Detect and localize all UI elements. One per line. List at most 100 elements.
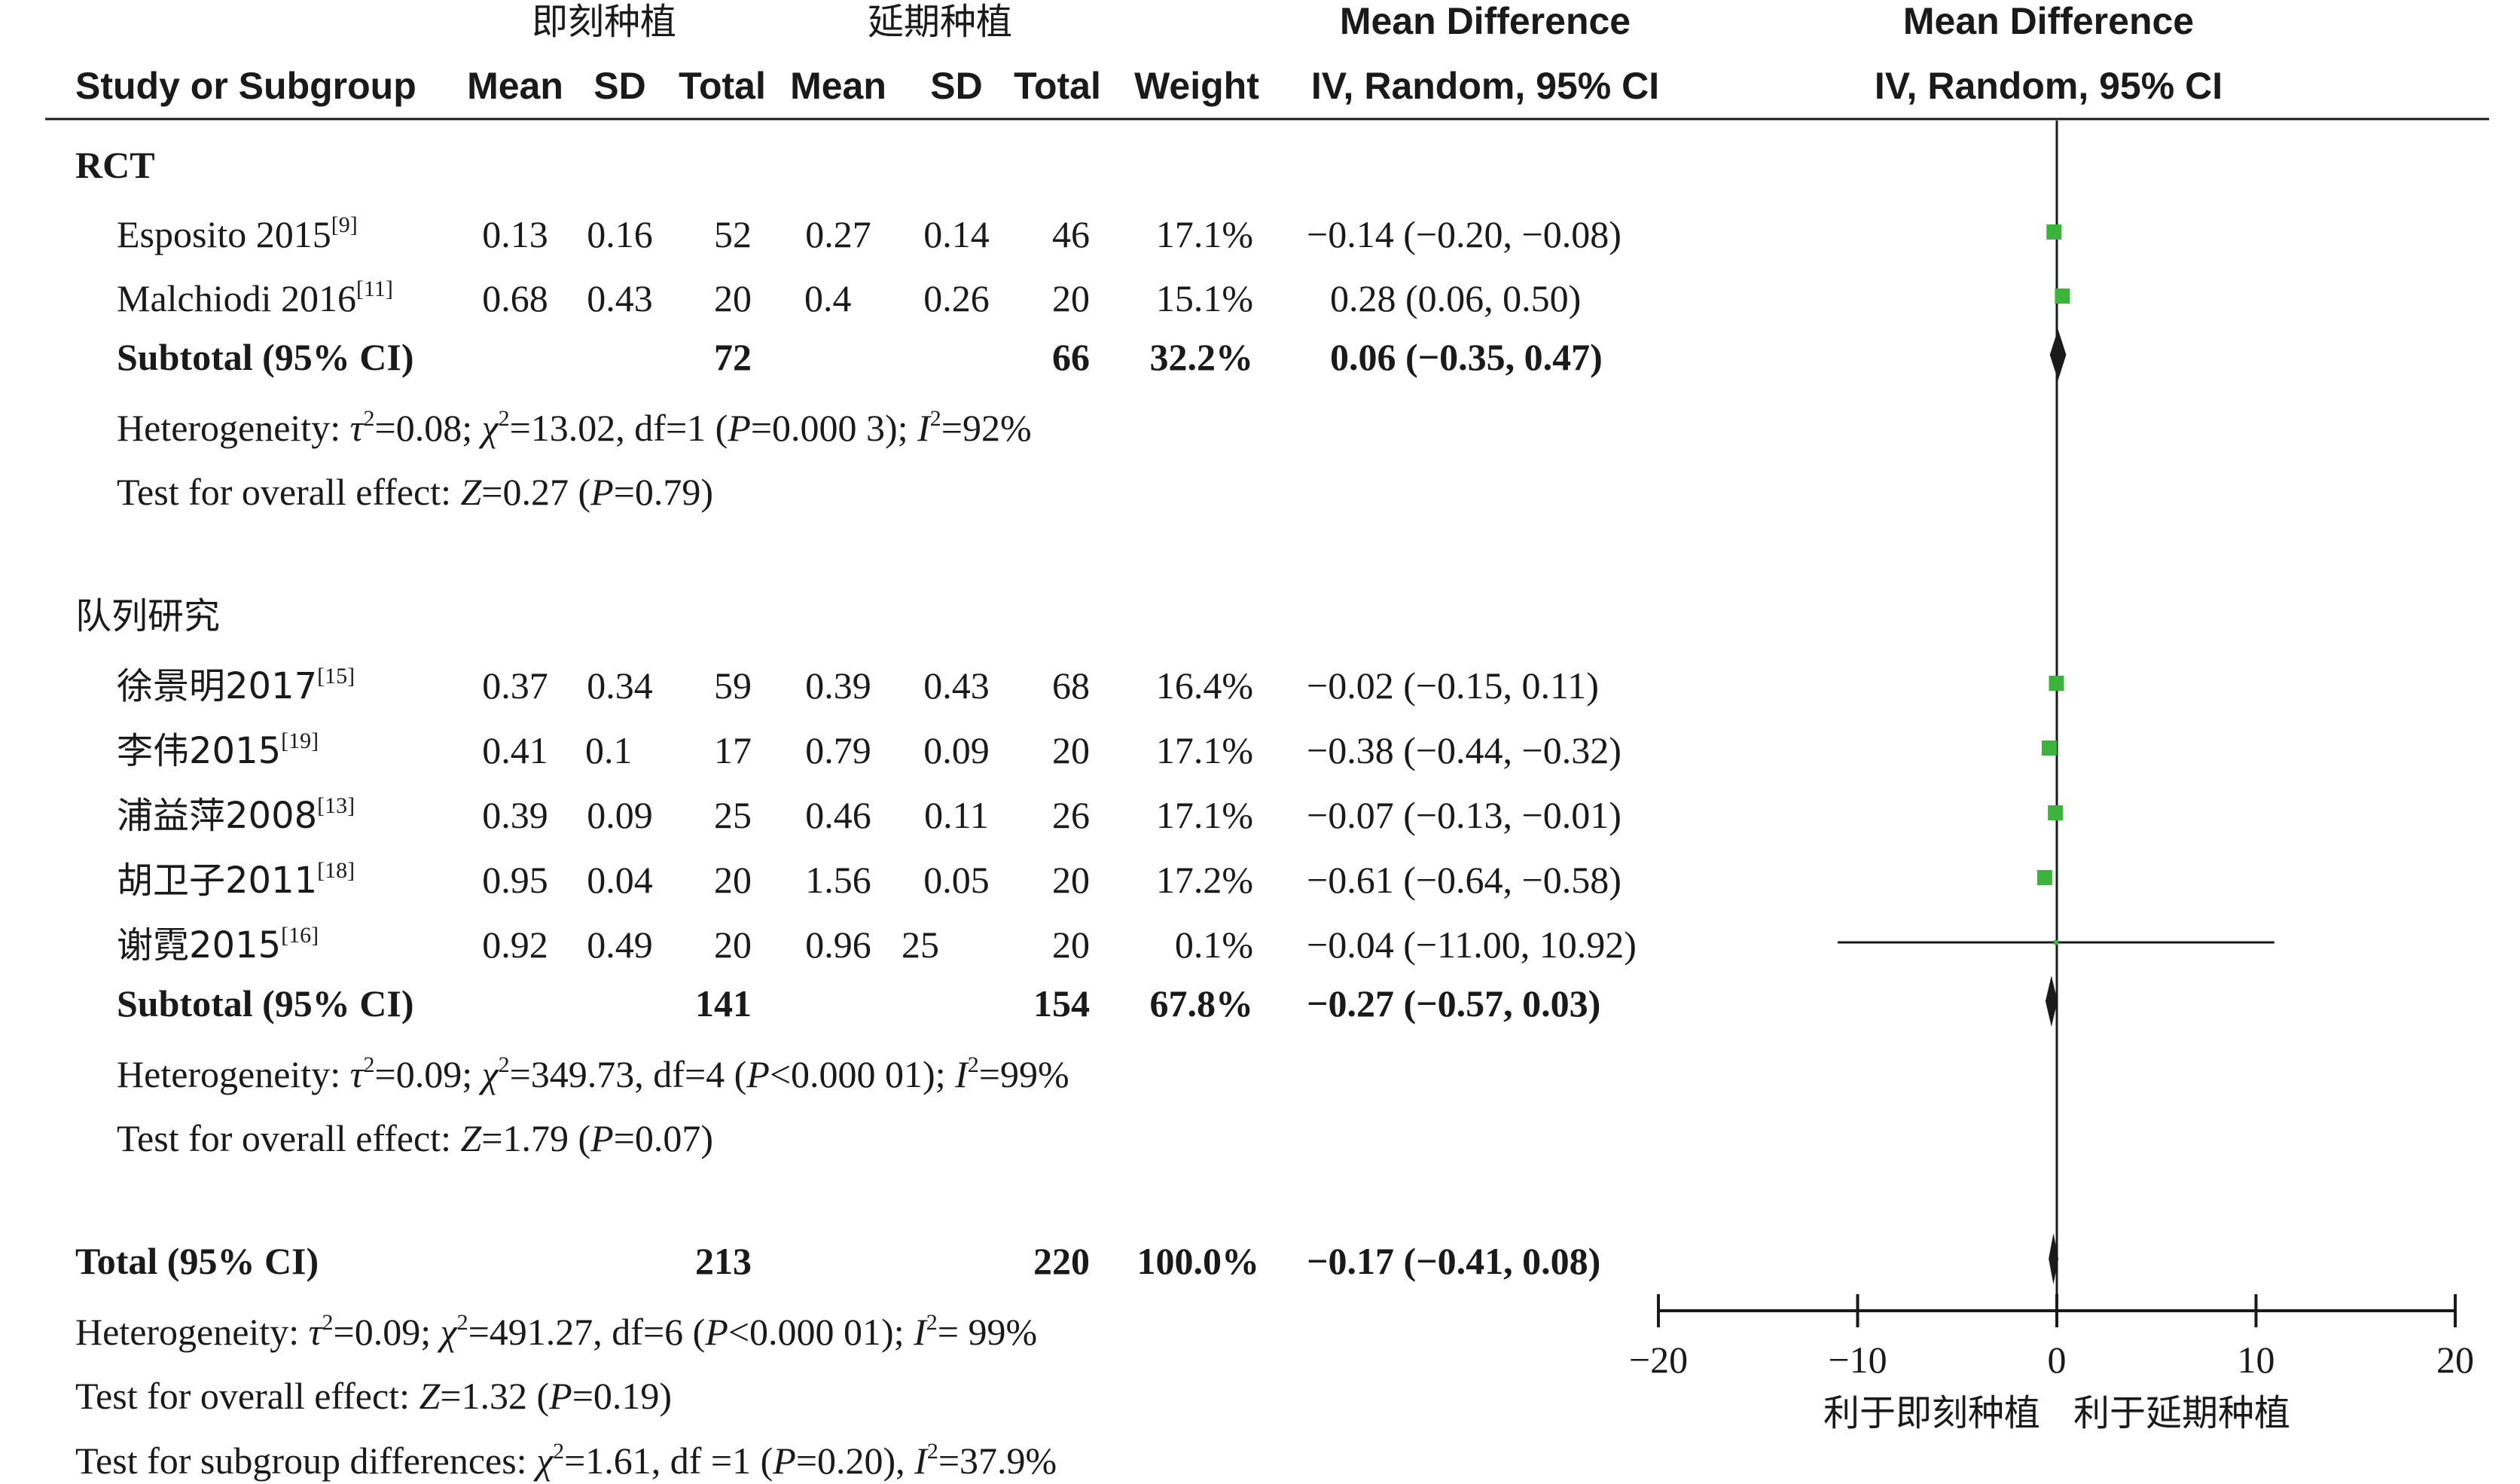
total-total1: 213 [695,1240,752,1282]
sd2-cell: 0.11 [924,794,989,836]
total2-cell: 68 [1052,664,1090,707]
ci-cell: −0.14 (−0.20, −0.08) [1307,213,1622,255]
sd2-cell: 0.43 [923,664,990,707]
weight-cell: 17.1% [1156,213,1253,255]
study-name: 李伟2015[19] [117,728,319,772]
weight-cell: 17.1% [1156,794,1253,836]
weight-cell: 17.2% [1156,859,1253,901]
subtotal-ci: −0.27 (−0.57, 0.03) [1307,982,1600,1024]
x-tick-label: 0 [2048,1339,2067,1381]
plot-header-top: Mean Difference [1903,0,2194,42]
mean2-cell: 0.46 [805,794,871,836]
total2-cell: 20 [1052,924,1090,966]
study-effect-marker [2049,676,2064,691]
subtotal-diamond [2045,976,2058,1027]
forest-marks [1838,224,2274,1284]
total2-header: Total [1014,65,1101,107]
mean1-cell: 0.13 [482,213,548,255]
heterogeneity-rct: Heterogeneity: τ2=0.08; χ2=13.02, df=1 (… [117,406,1032,449]
total-row: Total (95% CI) 213 220 100.0% −0.17 (−0.… [75,1240,1600,1282]
study-row-pu-2008: 浦益萍2008[13] 0.39 0.09 25 0.46 0.11 26 17… [117,793,1622,837]
total-total2: 220 [1033,1240,1090,1282]
group1-header: 即刻种植 [532,1,676,43]
total1-cell: 52 [714,213,752,255]
weight-cell: 0.1% [1175,924,1253,966]
mean2-cell: 1.56 [805,859,871,901]
study-effect-marker [2036,870,2052,885]
x-tick-label: 10 [2238,1339,2275,1381]
study-name: 徐景明2017[15] [117,664,355,707]
study-row-hu-2011: 胡卫子2011[18] 0.95 0.04 20 1.56 0.05 20 17… [117,858,1622,902]
mean2-cell: 0.39 [805,664,871,707]
subtotal-weight: 67.8% [1150,982,1254,1024]
mean1-header: Mean [467,65,563,107]
forest-plot-panel: −20 −10 0 10 20 利于即刻种植 利于延期种植 [1629,121,2474,1434]
mean1-cell: 0.68 [482,277,548,319]
md-header-top: Mean Difference [1340,0,1631,42]
sd1-cell: 0.1 [585,729,633,771]
group2-header: 延期种植 [868,1,1012,43]
study-name: 胡卫子2011[18] [117,858,355,902]
total2-cell: 46 [1052,213,1090,255]
weight-cell: 17.1% [1156,729,1253,771]
subtotal-total1: 72 [714,336,752,378]
subtotal-row-rct: Subtotal (95% CI) 72 66 32.2% 0.06 (−0.3… [117,336,1603,378]
total2-cell: 20 [1052,277,1090,319]
favours-right-label: 利于延期种植 [2073,1392,2290,1434]
total-ci: −0.17 (−0.41, 0.08) [1307,1240,1600,1282]
mean1-cell: 0.92 [482,924,548,966]
study-effect-marker [2055,289,2070,304]
heterogeneity-total: Heterogeneity: τ2=0.09; χ2=491.27, df=6 … [75,1310,1037,1353]
mean2-cell: 0.96 [805,924,871,966]
overall-diamond [2049,1233,2059,1284]
study-effect-marker [2048,805,2064,820]
subgroup-title-rct: RCT [75,144,155,186]
weight-cell: 15.1% [1156,277,1253,319]
ci-cell: −0.04 (−11.00, 10.92) [1307,924,1637,966]
x-tick-label: 20 [2436,1339,2474,1381]
heterogeneity-cohort: Heterogeneity: τ2=0.09; χ2=349.73, df=4 … [117,1052,1069,1095]
mean1-cell: 0.39 [482,794,548,836]
sd1-cell: 0.04 [587,859,653,901]
total1-cell: 20 [714,924,752,966]
mean2-cell: 0.79 [805,729,871,771]
sd2-header: SD [930,65,982,107]
study-effect-marker [2046,224,2062,240]
sd1-header: SD [593,65,645,107]
sd2-cell: 0.26 [923,277,990,319]
subtotal-label: Subtotal (95% CI) [117,336,413,378]
plot-header-sub: IV, Random, 95% CI [1875,65,2223,107]
weight-header: Weight [1134,65,1259,107]
total1-cell: 20 [714,277,752,319]
overall-effect-total: Test for overall effect: Z=1.32 (P=0.19) [75,1375,672,1417]
x-axis-ticks: −20 −10 0 10 20 [1629,1294,2474,1381]
subtotal-diamond [2049,329,2067,380]
sd1-cell: 0.34 [587,664,653,707]
sd1-cell: 0.09 [587,794,653,836]
total1-cell: 17 [714,729,752,771]
subtotal-total1: 141 [695,982,752,1024]
study-name: Malchiodi 2016[11] [117,276,393,319]
sd1-cell: 0.16 [587,213,653,255]
favours-left-label: 利于即刻种植 [1823,1392,2040,1434]
sd1-cell: 0.49 [587,924,653,966]
study-row-xie-2015: 谢霓2015[16] 0.92 0.49 20 0.96 25 20 0.1% … [117,923,1637,966]
mean1-cell: 0.95 [482,859,548,901]
sd2-cell: 0.14 [923,213,990,255]
sd2-cell: 0.09 [923,729,990,771]
total1-cell: 59 [714,664,752,707]
total2-cell: 26 [1052,794,1090,836]
total1-cell: 25 [714,794,752,836]
md-header-sub: IV, Random, 95% CI [1311,65,1659,107]
study-name: 浦益萍2008[13] [117,793,355,837]
mean1-cell: 0.37 [482,664,548,707]
subtotal-row-cohort: Subtotal (95% CI) 141 154 67.8% −0.27 (−… [117,982,1600,1024]
ci-cell: −0.02 (−0.15, 0.11) [1307,664,1599,707]
subtotal-total2: 66 [1052,336,1090,378]
ci-cell: −0.07 (−0.13, −0.01) [1307,794,1622,836]
overall-effect-rct: Test for overall effect: Z=0.27 (P=0.79) [117,471,713,513]
study-row-li-2015: 李伟2015[19] 0.41 0.1 17 0.79 0.09 20 17.1… [117,728,1622,772]
study-name: Esposito 2015[9] [117,212,358,255]
